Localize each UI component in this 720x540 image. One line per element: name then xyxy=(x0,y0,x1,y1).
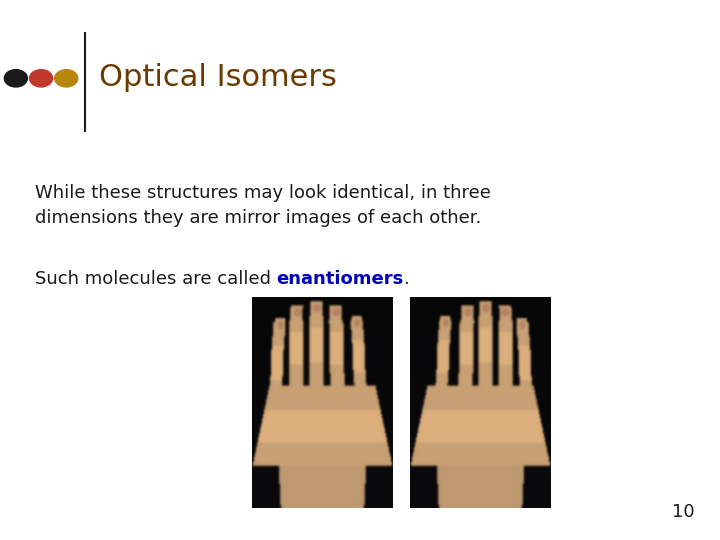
Text: 10: 10 xyxy=(672,503,695,521)
Circle shape xyxy=(4,70,27,87)
Text: enantiomers: enantiomers xyxy=(276,270,403,288)
Text: While these structures may look identical, in three
dimensions they are mirror i: While these structures may look identica… xyxy=(35,184,490,227)
Circle shape xyxy=(55,70,78,87)
Text: Such molecules are called: Such molecules are called xyxy=(35,270,276,288)
Text: .: . xyxy=(403,270,409,288)
Circle shape xyxy=(30,70,53,87)
Text: Optical Isomers: Optical Isomers xyxy=(99,63,337,92)
